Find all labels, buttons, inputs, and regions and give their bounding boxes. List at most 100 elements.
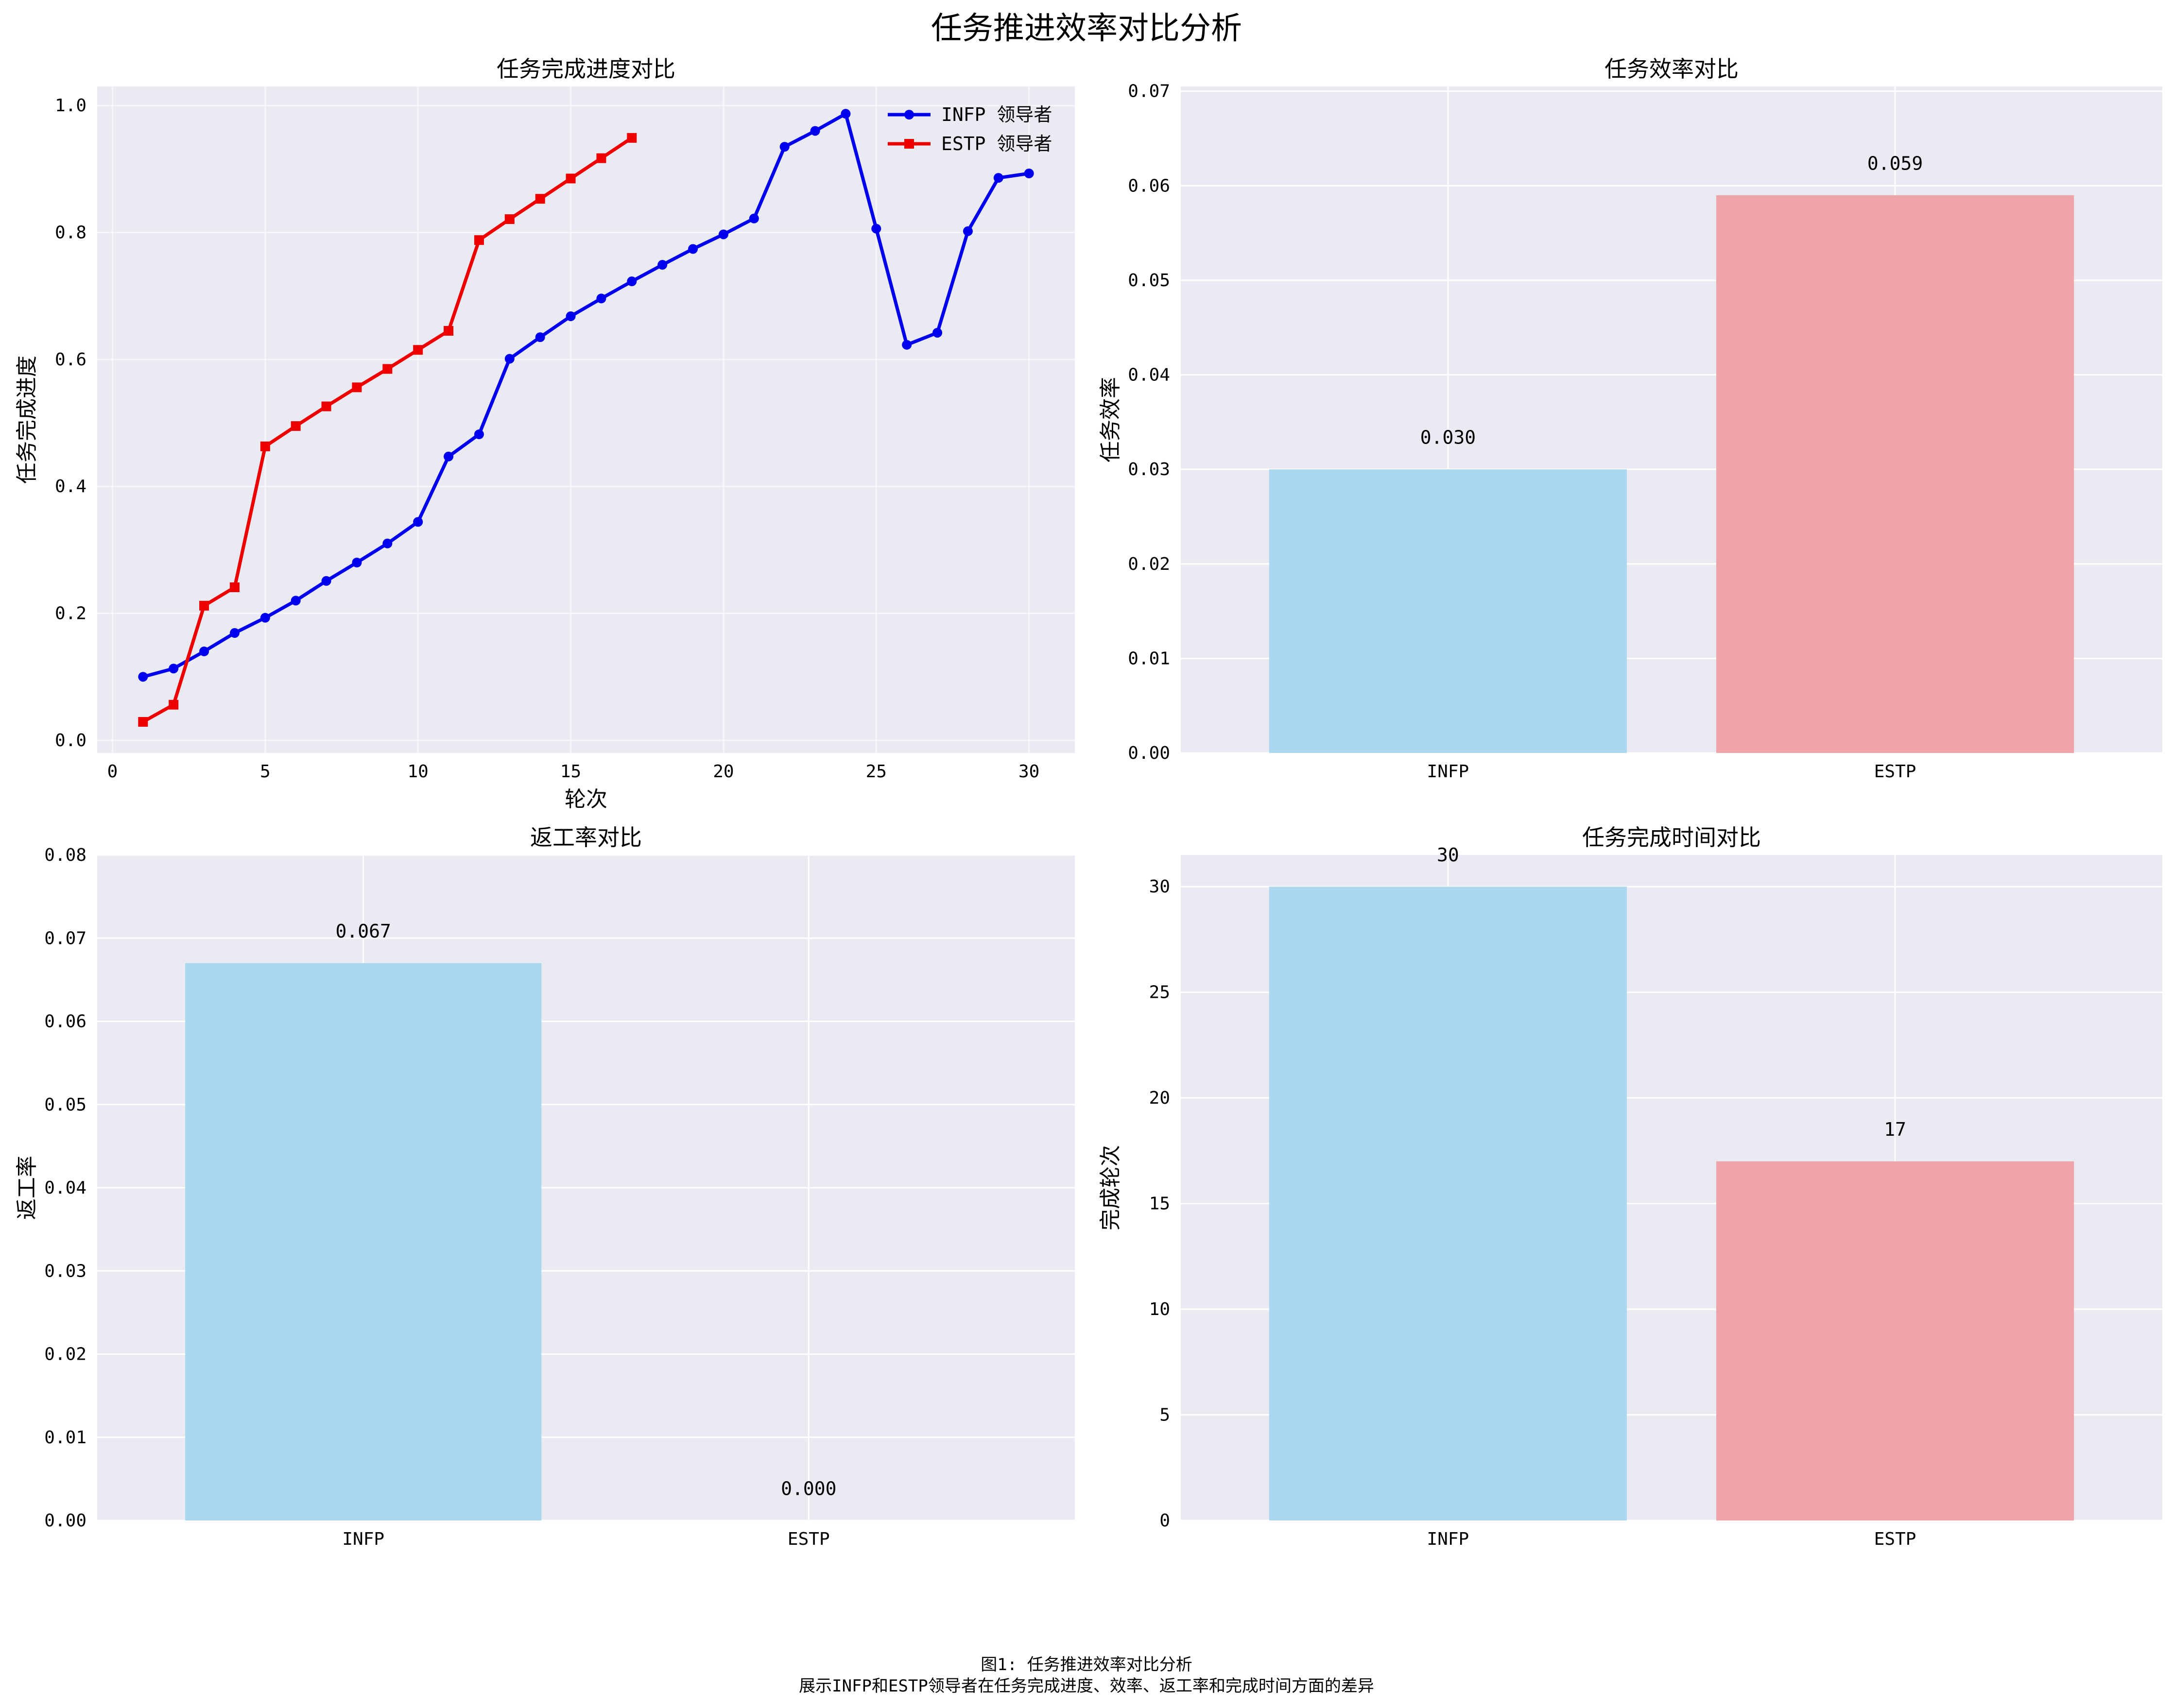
data-point — [413, 345, 423, 355]
y-tick-label: 0.06 — [1128, 176, 1170, 196]
y-tick-label: 25 — [1149, 983, 1170, 1003]
data-point — [444, 451, 454, 461]
chart-title: 返工率对比 — [530, 824, 642, 851]
data-point — [627, 133, 637, 143]
y-tick-label: 0.03 — [44, 1261, 86, 1281]
y-tick-label: 0.6 — [55, 350, 86, 370]
bar-infp — [1269, 469, 1627, 753]
x-tick-label: INFP — [342, 1529, 384, 1549]
y-tick-label: 1.0 — [55, 96, 86, 116]
data-point — [688, 244, 698, 254]
y-axis-label: 任务效率 — [1098, 377, 1123, 462]
legend-label: ESTP 领导者 — [941, 133, 1052, 154]
data-point — [413, 517, 423, 527]
bar-value-label: 0.000 — [781, 1478, 836, 1500]
data-point — [657, 260, 668, 270]
data-point — [352, 382, 362, 393]
y-tick-label: 0.2 — [55, 604, 86, 624]
y-tick-label: 0.06 — [44, 1012, 86, 1032]
bar-value-label: 30 — [1437, 844, 1459, 866]
data-point — [169, 700, 179, 710]
data-point — [627, 276, 637, 287]
y-tick-label: 0.00 — [1128, 743, 1170, 763]
data-point — [749, 213, 759, 223]
y-tick-label: 10 — [1149, 1299, 1170, 1319]
y-axis-label: 完成轮次 — [1098, 1145, 1123, 1230]
data-point — [138, 717, 148, 727]
bar-value-label: 0.030 — [1420, 427, 1476, 448]
y-tick-label: 0.02 — [44, 1345, 86, 1365]
x-tick-label: ESTP — [788, 1529, 830, 1549]
data-point — [291, 421, 301, 431]
y-tick-label: 0.05 — [1128, 271, 1170, 290]
y-tick-label: 0.8 — [55, 223, 86, 243]
data-point — [169, 664, 179, 674]
x-tick-label: 25 — [866, 762, 887, 782]
legend-label: INFP 领导者 — [941, 104, 1052, 125]
data-point — [841, 109, 851, 119]
data-point — [260, 441, 270, 451]
data-point — [382, 538, 393, 548]
x-tick-label: 20 — [713, 762, 734, 782]
y-tick-label: 0.01 — [44, 1428, 86, 1448]
legend-marker — [904, 110, 914, 120]
data-point — [229, 628, 240, 638]
figure-suptitle: 任务推进效率对比分析 — [931, 11, 1242, 47]
rework-rate-bar-chart: 返工率对比 0.00 0.01 0.02 0.03 0.04 0.05 0.06 0.07 0.0… — [15, 824, 1075, 1549]
data-point — [535, 194, 545, 204]
data-point — [810, 126, 820, 136]
data-point — [902, 340, 912, 350]
data-point — [321, 576, 331, 586]
y-tick-label: 0.4 — [55, 477, 86, 496]
data-point — [932, 327, 943, 338]
plot-area — [97, 86, 1075, 753]
completion-time-bar-chart: 任务完成时间对比 0 5 10 15 20 25 30 30 INFP 17 ESTP 完成轮次 — [1098, 824, 2162, 1549]
x-tick-label: ESTP — [1874, 1529, 1916, 1549]
x-tick-label: 30 — [1018, 762, 1039, 782]
x-tick-label: INFP — [1427, 762, 1469, 782]
x-tick-label: ESTP — [1874, 762, 1916, 782]
x-tick-label: 5 — [260, 762, 271, 782]
data-point — [779, 142, 790, 152]
y-tick-label: 0.02 — [1128, 554, 1170, 574]
data-point — [321, 401, 331, 411]
x-tick-label: 15 — [560, 762, 581, 782]
y-tick-label: 30 — [1149, 877, 1170, 897]
y-tick-label: 5 — [1159, 1405, 1170, 1425]
figure-caption-line1: 图1: 任务推进效率对比分析 — [981, 1655, 1192, 1674]
y-tick-label: 15 — [1149, 1194, 1170, 1214]
data-point — [993, 173, 1003, 183]
y-axis-label: 任务完成进度 — [15, 356, 39, 484]
data-point — [138, 672, 148, 682]
bar-estp — [1716, 1161, 2074, 1520]
bar-estp — [1716, 195, 2074, 753]
data-point — [382, 364, 393, 374]
data-point — [566, 311, 576, 322]
data-point — [199, 600, 209, 611]
chart-title: 任务效率对比 — [1604, 56, 1739, 82]
y-tick-label: 0.04 — [1128, 365, 1170, 385]
bar-value-label: 0.067 — [336, 921, 391, 942]
series-line-circle — [142, 112, 1030, 679]
y-tick-label: 0.0 — [55, 731, 86, 751]
bar-infp — [1269, 887, 1627, 1520]
efficiency-bar-chart: 任务效率对比 0.00 0.01 0.02 0.03 0.04 0.05 0.06 0.07 0.… — [1098, 56, 2162, 782]
data-point — [871, 223, 881, 234]
data-point — [199, 646, 209, 656]
progress-line-chart: 任务完成进度对比 0.0 0.2 0.4 0.6 0.8 1.0 0 5 10 15 20 25 30 轮次… — [15, 56, 1075, 812]
data-point — [291, 596, 301, 606]
data-point — [535, 332, 545, 342]
y-tick-label: 0.08 — [44, 845, 86, 865]
data-point — [596, 293, 606, 304]
data-point — [260, 613, 270, 623]
y-tick-label: 0.05 — [44, 1095, 86, 1115]
y-tick-label: 0.03 — [1128, 460, 1170, 479]
data-point — [718, 229, 728, 239]
data-point — [596, 153, 606, 163]
bar-value-label: 0.059 — [1867, 153, 1923, 174]
data-point — [504, 354, 515, 364]
chart-title: 任务完成进度对比 — [497, 56, 675, 82]
y-tick-label: 0.01 — [1128, 649, 1170, 668]
chart-title: 任务完成时间对比 — [1582, 824, 1761, 851]
